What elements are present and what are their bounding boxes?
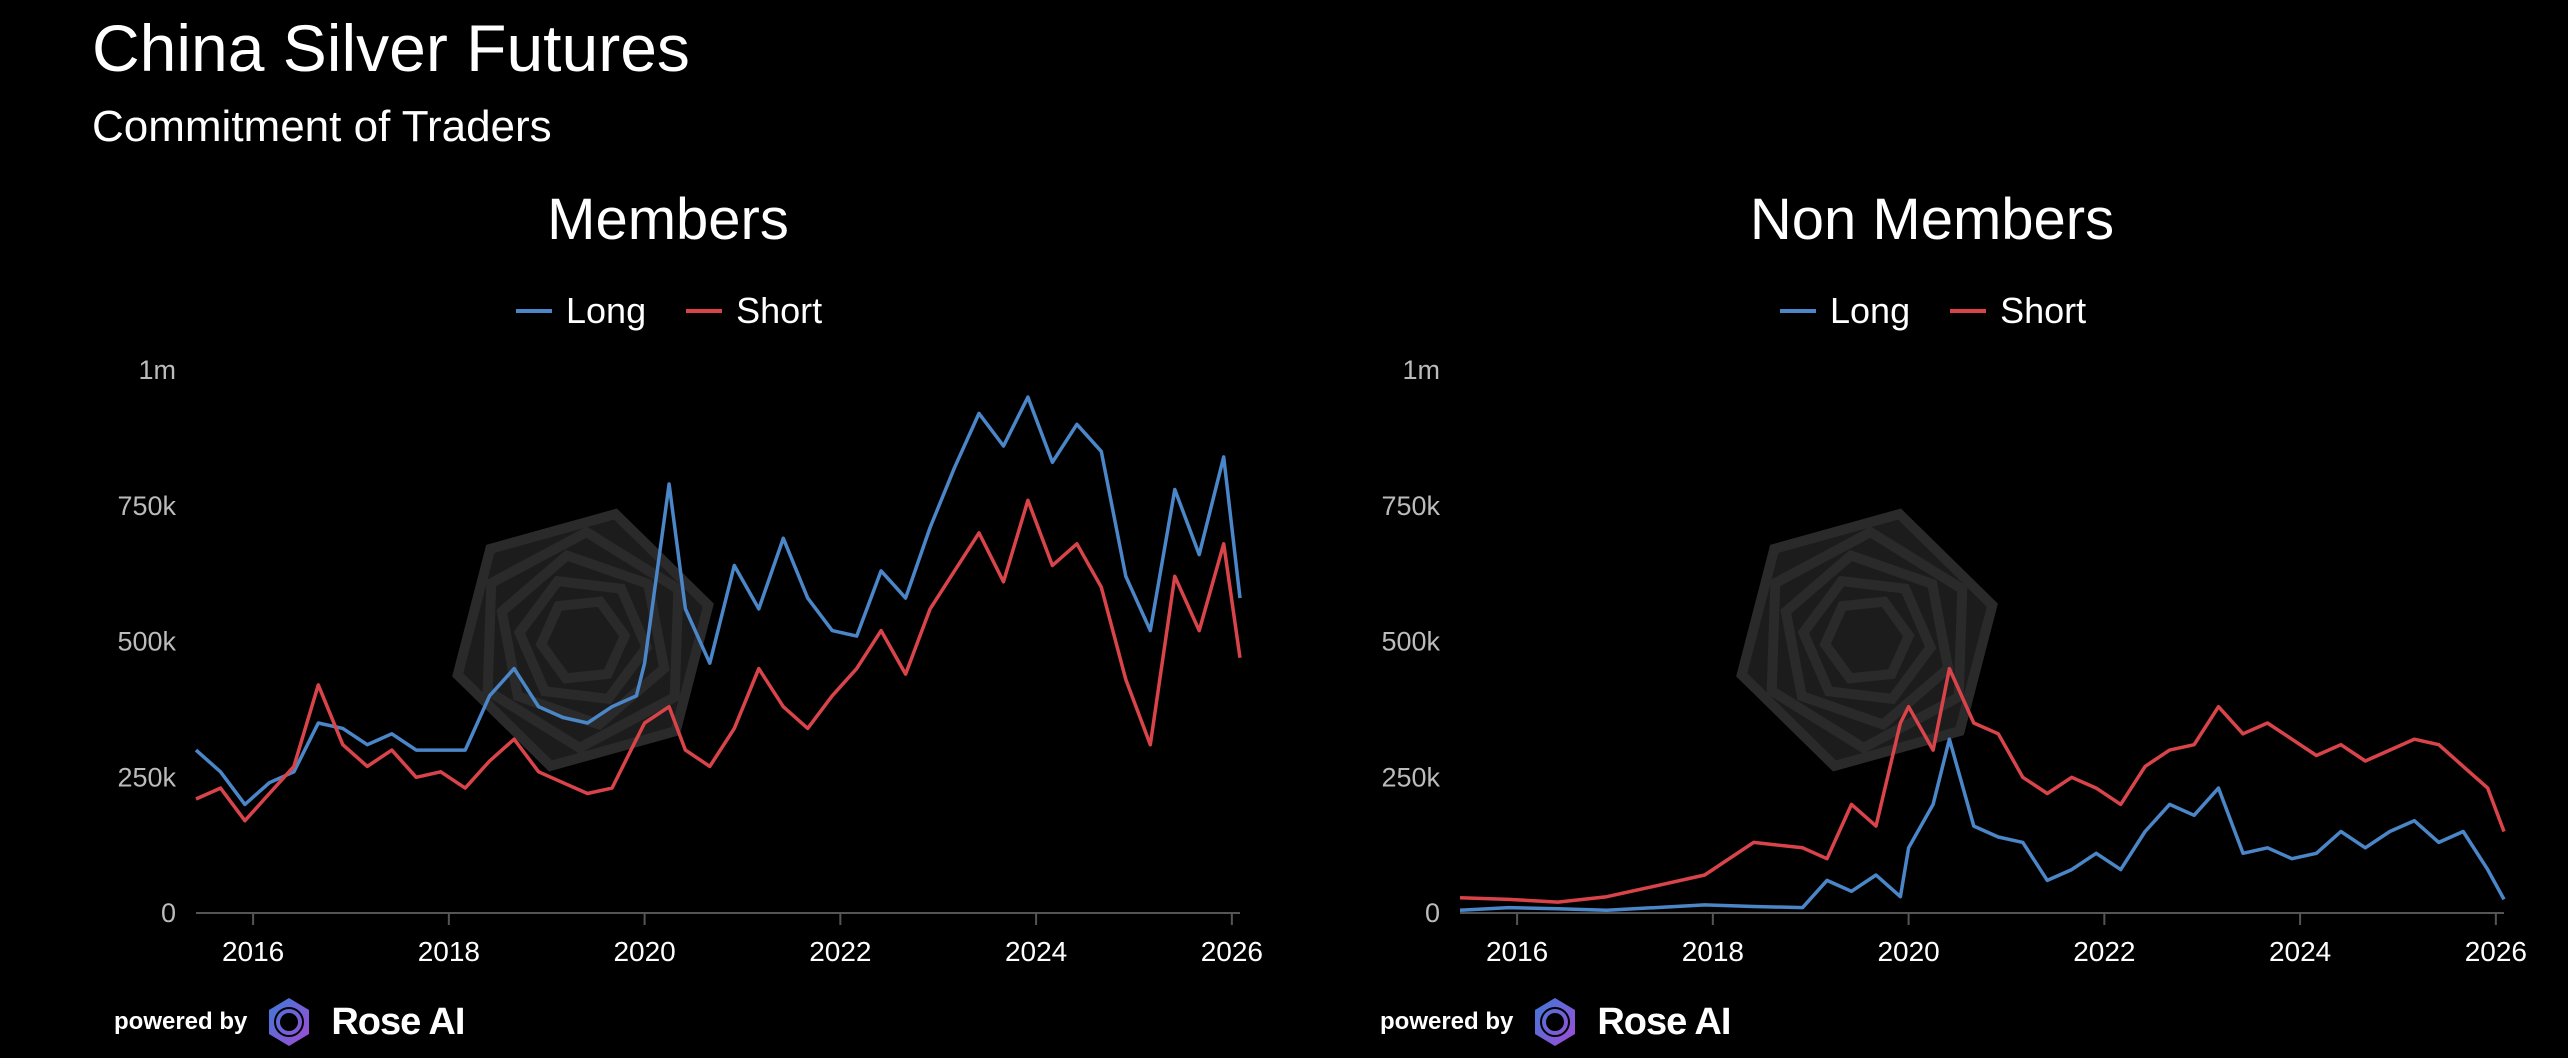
chart-legend: Long Short: [516, 290, 822, 332]
x-tick-label: 2020: [1877, 936, 1939, 967]
legend-label-short: Short: [2000, 290, 2087, 331]
brand-name: Rose AI: [1597, 1000, 1731, 1043]
rose-ai-logo-icon: [269, 998, 310, 1046]
chart-panel-members: Members Long Short 2016 2018 2020 2022 2024 2…: [114, 187, 1263, 1048]
legend-swatch-short: [686, 309, 723, 313]
rose-ai-logo-icon: [1535, 998, 1576, 1046]
x-tick-label: 2026: [1201, 936, 1263, 967]
brand-powered-by: powered by: [1380, 1008, 1514, 1035]
x-tick-label: 2016: [1486, 936, 1548, 967]
series-line-long: [1459, 737, 2506, 913]
series-line-short: [195, 498, 1242, 823]
y-tick-label: 750k: [1381, 491, 1440, 521]
y-tick-label: 500k: [1381, 627, 1440, 657]
y-tick-label: 500k: [117, 627, 176, 657]
page-title: China Silver Futures: [92, 11, 690, 85]
series-line-long: [194, 395, 1242, 807]
x-tick-label: 2018: [418, 936, 480, 967]
legend-label-long: Long: [1830, 290, 1911, 331]
y-tick-label: 1m: [1402, 355, 1440, 385]
legend-item-long[interactable]: Long: [516, 290, 646, 332]
x-tick-label: 2018: [1682, 936, 1744, 967]
watermark-logo-icon: [1736, 508, 1998, 772]
brand-badge[interactable]: powered by Rose AI: [114, 996, 465, 1048]
legend-item-short[interactable]: Short: [686, 290, 822, 332]
legend-item-short[interactable]: Short: [1950, 290, 2086, 332]
y-tick-label: 1m: [138, 355, 176, 385]
legend-label-long: Long: [566, 290, 647, 331]
x-tick-label: 2024: [2269, 936, 2331, 967]
legend-item-long[interactable]: Long: [1780, 290, 1910, 332]
watermark-logo-icon: [452, 508, 714, 772]
legend-swatch-short: [1950, 309, 1987, 313]
brand-badge[interactable]: powered by Rose AI: [1380, 996, 1731, 1048]
x-tick-label: 2026: [2465, 936, 2527, 967]
x-tick-label: 2022: [2073, 936, 2135, 967]
members-chart-svg: 2016 2018 2020 2022 2024 2026 0 250k 500k 750k 1m: [117, 355, 1263, 967]
chart-title: Non Members: [1749, 187, 2115, 252]
y-tick-label: 750k: [117, 491, 176, 521]
x-tick-label: 2016: [222, 936, 284, 967]
brand-powered-by: powered by: [114, 1008, 248, 1035]
chart-panel-non-members: Non Members Long Short 2016 2018 2020 2022 2…: [1284, 0, 2568, 1058]
y-tick-label: 0: [161, 898, 176, 928]
page-subtitle: Commitment of Traders: [92, 102, 552, 151]
x-tick-label: 2024: [1005, 936, 1067, 967]
non-members-chart-svg: 2016 2018 2020 2022 2024 2026 0 250k 500k 750k 1m: [1381, 355, 2527, 967]
y-tick-label: 0: [1425, 898, 1440, 928]
legend-swatch-long: [516, 309, 552, 313]
y-tick-label: 250k: [1381, 762, 1440, 792]
x-tick-label: 2022: [809, 936, 871, 967]
chart-title: Members: [547, 187, 789, 252]
brand-name: Rose AI: [331, 1000, 465, 1043]
x-tick-label: 2020: [613, 936, 675, 967]
series-line-short: [1459, 666, 2506, 904]
y-tick-label: 250k: [117, 762, 176, 792]
legend-swatch-long: [1780, 309, 1816, 313]
chart-legend: Long Short: [1780, 290, 2086, 332]
legend-label-short: Short: [736, 290, 823, 331]
